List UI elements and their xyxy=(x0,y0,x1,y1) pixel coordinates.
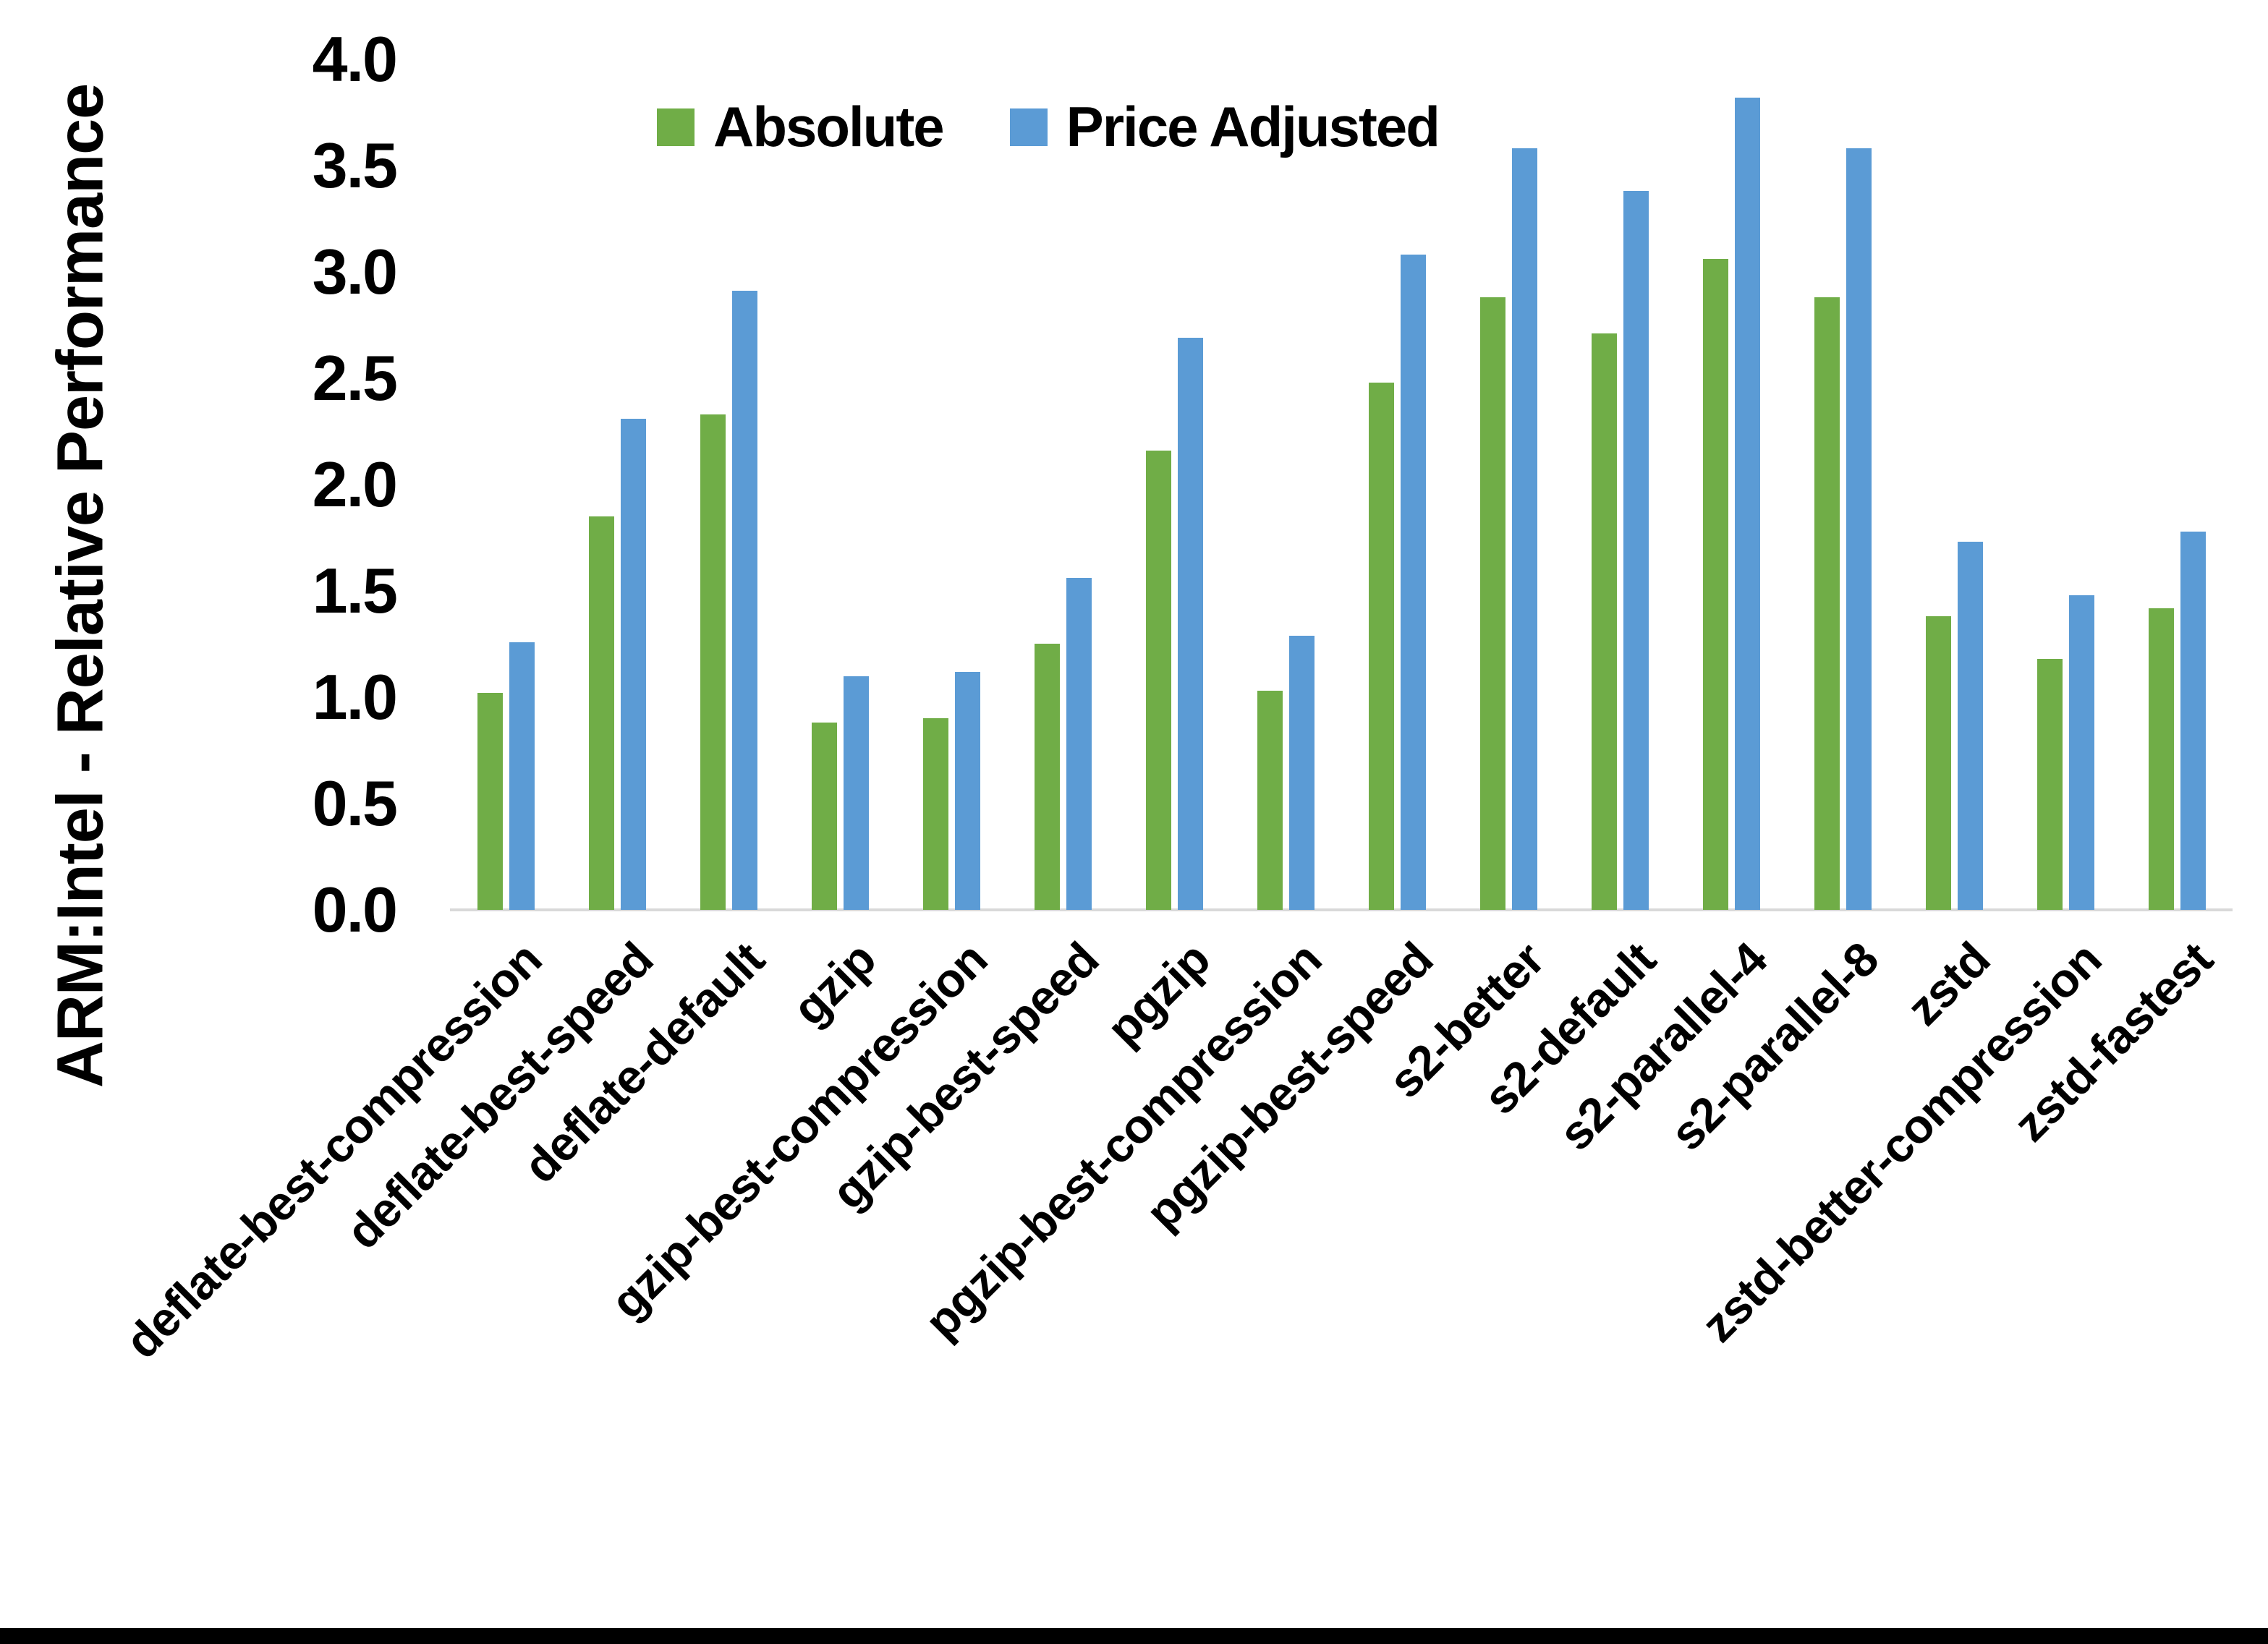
bar-absolute-s2-default xyxy=(1592,333,1617,910)
bar-absolute-gzip-best-speed xyxy=(1035,644,1060,910)
bar-price-adjusted-s2-default xyxy=(1623,191,1649,910)
bar-price-adjusted-gzip-best-compression xyxy=(955,672,980,910)
y-tick-label-2.0: 2.0 xyxy=(312,448,398,520)
y-tick-label-0.5: 0.5 xyxy=(312,767,398,839)
bar-price-adjusted-gzip-best-speed xyxy=(1066,578,1092,910)
bar-price-adjusted-s2-parallel-4 xyxy=(1735,98,1760,910)
bar-absolute-pgzip xyxy=(1146,451,1171,910)
y-tick-label-0.0: 0.0 xyxy=(312,874,398,945)
bar-price-adjusted-gzip xyxy=(844,676,869,910)
bar-price-adjusted-pgzip-best-compression xyxy=(1289,636,1314,910)
bar-absolute-pgzip-best-speed xyxy=(1369,383,1394,910)
bar-price-adjusted-zstd-fastest xyxy=(2180,532,2206,910)
bar-absolute-pgzip-best-compression xyxy=(1257,691,1283,910)
y-tick-label-3.0: 3.0 xyxy=(312,236,398,307)
bar-price-adjusted-deflate-best-compression xyxy=(509,642,535,910)
bar-absolute-deflate-best-compression xyxy=(477,693,503,910)
x-axis-line xyxy=(450,908,2233,911)
y-tick-label-3.5: 3.5 xyxy=(312,129,398,201)
legend-label-absolute: Absolute xyxy=(713,95,945,158)
bar-absolute-s2-parallel-8 xyxy=(1814,297,1840,910)
bar-absolute-deflate-default xyxy=(700,414,726,910)
legend-label-price-adjusted: Price Adjusted xyxy=(1066,95,1440,158)
bar-price-adjusted-s2-parallel-8 xyxy=(1846,148,1872,910)
bar-absolute-zstd-better-compression xyxy=(2037,659,2063,910)
y-tick-label-2.5: 2.5 xyxy=(312,342,398,414)
bar-price-adjusted-s2-better xyxy=(1512,148,1537,910)
bar-price-adjusted-pgzip-best-speed xyxy=(1401,255,1426,910)
legend: Absolute Price Adjusted xyxy=(657,94,1440,160)
legend-swatch-price-adjusted xyxy=(1009,108,1048,146)
bar-absolute-gzip-best-compression xyxy=(923,718,948,910)
legend-item-price-adjusted: Price Adjusted xyxy=(1009,94,1440,160)
bar-price-adjusted-zstd xyxy=(1958,542,1983,910)
bar-price-adjusted-zstd-better-compression xyxy=(2069,595,2094,910)
legend-item-absolute: Absolute xyxy=(657,94,945,160)
bar-absolute-s2-parallel-4 xyxy=(1703,259,1728,910)
bottom-border xyxy=(0,1628,2268,1644)
y-tick-label-4.0: 4.0 xyxy=(312,23,398,95)
y-tick-label-1.5: 1.5 xyxy=(312,555,398,626)
bar-absolute-zstd-fastest xyxy=(2149,608,2174,910)
y-tick-label-1.0: 1.0 xyxy=(312,661,398,733)
bar-price-adjusted-deflate-default xyxy=(732,291,757,910)
bar-absolute-gzip xyxy=(812,723,837,910)
bar-absolute-deflate-best-speed xyxy=(589,516,614,910)
bar-price-adjusted-pgzip xyxy=(1178,338,1203,910)
bar-absolute-s2-better xyxy=(1480,297,1505,910)
bar-absolute-zstd xyxy=(1926,616,1951,910)
bar-price-adjusted-deflate-best-speed xyxy=(621,419,646,910)
legend-swatch-absolute xyxy=(657,108,695,146)
